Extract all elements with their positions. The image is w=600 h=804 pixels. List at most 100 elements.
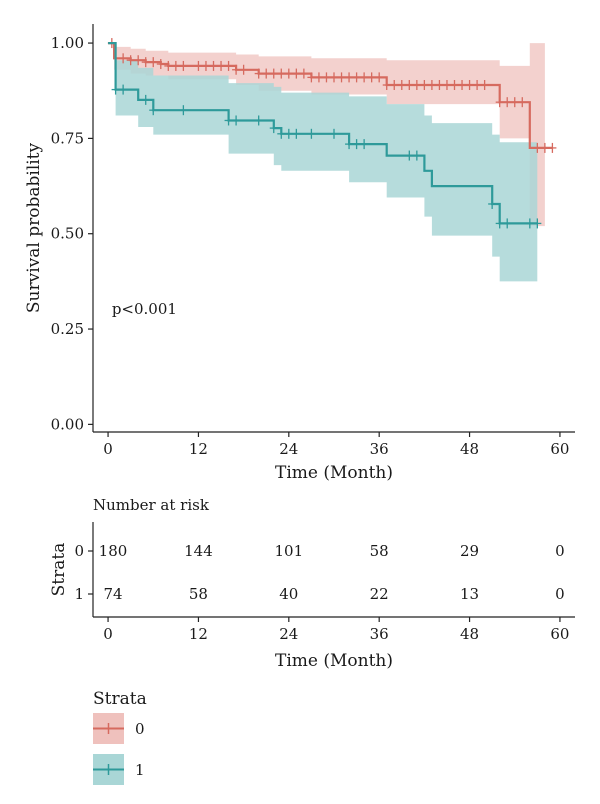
censor-mark-stratum-0-52 (533, 142, 542, 153)
censor-mark-stratum-0-44 (458, 80, 467, 91)
risk-count-stratum-1-t24: 40 (279, 585, 298, 603)
risk-count-stratum-0-t48: 29 (460, 542, 479, 560)
risk-count-stratum-0-t12: 144 (184, 542, 213, 560)
censor-mark-stratum-1-3 (149, 105, 158, 116)
x-tick-label-2: 24 (279, 440, 298, 458)
censor-mark-stratum-0-37 (405, 80, 414, 91)
y-tick-label-3: 0.75 (51, 129, 84, 147)
censor-mark-stratum-1-10 (284, 128, 293, 139)
censor-mark-stratum-0-54 (548, 142, 557, 153)
censor-mark-stratum-0-42 (442, 80, 451, 91)
x-tick-label-0: 0 (103, 440, 113, 458)
y-axis-title: Survival probability (24, 142, 44, 313)
censor-mark-stratum-0-9 (179, 60, 188, 71)
censor-mark-stratum-1-23 (533, 218, 542, 229)
p-value-annotation: p<0.001 (112, 300, 177, 318)
censor-mark-stratum-0-25 (314, 72, 323, 83)
confidence-band-stratum-0 (108, 43, 545, 227)
censor-mark-stratum-0-28 (337, 72, 346, 83)
censor-mark-stratum-1-6 (232, 115, 241, 126)
censor-mark-stratum-0-26 (322, 72, 331, 83)
censor-mark-stratum-1-9 (277, 128, 286, 139)
censor-mark-stratum-0-14 (224, 60, 233, 71)
y-tick-label-2: 0.50 (51, 225, 84, 243)
risk-y-axis-title: Strata (49, 543, 69, 597)
censor-mark-stratum-0-5 (149, 57, 158, 68)
censor-mark-stratum-0-7 (164, 60, 173, 71)
censor-mark-stratum-1-19 (488, 198, 497, 209)
censor-mark-stratum-0-13 (217, 60, 226, 71)
confidence-band-stratum-1 (108, 43, 538, 282)
x-tick-label-5: 60 (550, 440, 569, 458)
risk-table-title: Number at risk (93, 496, 210, 514)
censor-mark-stratum-0-49 (503, 97, 512, 108)
censor-mark-stratum-0-11 (201, 60, 210, 71)
y-tick-label-1: 0.25 (51, 320, 84, 338)
censor-mark-stratum-0-31 (360, 72, 369, 83)
legend-label-0: 0 (135, 720, 145, 738)
risk-x-axis-title: Time (Month) (275, 651, 393, 671)
km-plot: 0.00 0.25 0.50 0.75 1.00 0 12 24 36 48 60 Time (Mon… (24, 24, 575, 483)
censor-mark-stratum-0-20 (277, 68, 286, 79)
censor-mark-stratum-1-2 (141, 94, 150, 105)
censor-mark-stratum-0-1 (119, 53, 128, 64)
censor-mark-stratum-0-51 (518, 97, 527, 108)
censor-mark-stratum-1-21 (503, 218, 512, 229)
censor-mark-stratum-0-12 (209, 60, 218, 71)
censor-mark-stratum-0-34 (382, 80, 391, 91)
censor-mark-stratum-1-8 (269, 123, 278, 134)
censor-mark-stratum-0-41 (435, 80, 444, 91)
risk-x-tick-label-0: 0 (103, 625, 113, 643)
censor-mark-stratum-0-24 (307, 72, 316, 83)
legend-title: Strata (93, 689, 147, 709)
censor-mark-stratum-0-23 (299, 68, 308, 79)
censor-mark-stratum-0-29 (345, 72, 354, 83)
censor-mark-stratum-0-21 (284, 68, 293, 79)
x-tick-label-4: 48 (460, 440, 479, 458)
censor-mark-stratum-0-46 (473, 80, 482, 91)
censor-mark-stratum-0-3 (134, 55, 143, 66)
censor-mark-stratum-0-47 (480, 80, 489, 91)
censor-mark-stratum-0-38 (412, 80, 421, 91)
risk-count-stratum-0-t24: 101 (274, 542, 303, 560)
censor-mark-stratum-0-50 (510, 97, 519, 108)
censor-mark-stratum-1-18 (412, 150, 421, 161)
y-tick-label-4: 1.00 (51, 34, 84, 52)
censor-mark-stratum-0-30 (352, 72, 361, 83)
censor-mark-stratum-1-11 (292, 128, 301, 139)
censor-mark-stratum-1-20 (495, 218, 504, 229)
censor-mark-stratum-0-40 (427, 80, 436, 91)
censor-mark-stratum-1-15 (352, 139, 361, 150)
censor-mark-stratum-1-0 (111, 84, 120, 95)
censor-mark-stratum-0-10 (194, 60, 203, 71)
censor-mark-stratum-1-17 (405, 150, 414, 161)
risk-count-stratum-0-t0: 180 (99, 542, 128, 560)
risk-x-tick-label-4: 48 (460, 625, 479, 643)
censor-mark-stratum-1-14 (345, 139, 354, 150)
censor-mark-stratum-1-12 (307, 128, 316, 139)
censor-mark-stratum-0-8 (171, 60, 180, 71)
censor-mark-stratum-0-4 (141, 57, 150, 68)
censor-mark-stratum-1-16 (360, 139, 369, 150)
x-axis-title: Time (Month) (275, 463, 393, 483)
censor-mark-stratum-1-5 (224, 115, 233, 126)
censor-mark-stratum-0-17 (254, 68, 263, 79)
censor-mark-stratum-0-27 (330, 72, 338, 83)
risk-x-tick-label-5: 60 (550, 625, 569, 643)
risk-count-stratum-0-t36: 58 (370, 542, 389, 560)
censor-mark-stratum-0-36 (397, 80, 406, 91)
risk-count-stratum-1-t48: 13 (460, 585, 479, 603)
censor-mark-stratum-0-43 (450, 80, 459, 91)
censor-mark-stratum-0-2 (126, 55, 135, 66)
censor-mark-stratum-0-33 (375, 72, 384, 83)
censor-mark-stratum-1-7 (254, 115, 263, 126)
censor-mark-stratum-0-6 (156, 59, 165, 70)
legend-key-1 (93, 754, 124, 785)
y-tick-label-0: 0.00 (51, 415, 84, 433)
censor-mark-stratum-1-22 (525, 218, 534, 229)
risk-table: Number at risk 0 180 144 101 58 29 0 1 74 58 40 22 13… (49, 496, 575, 671)
censor-mark-stratum-0-22 (292, 68, 301, 79)
censor-mark-stratum-0-19 (269, 68, 278, 79)
legend: Strata 0 1 (93, 689, 147, 785)
